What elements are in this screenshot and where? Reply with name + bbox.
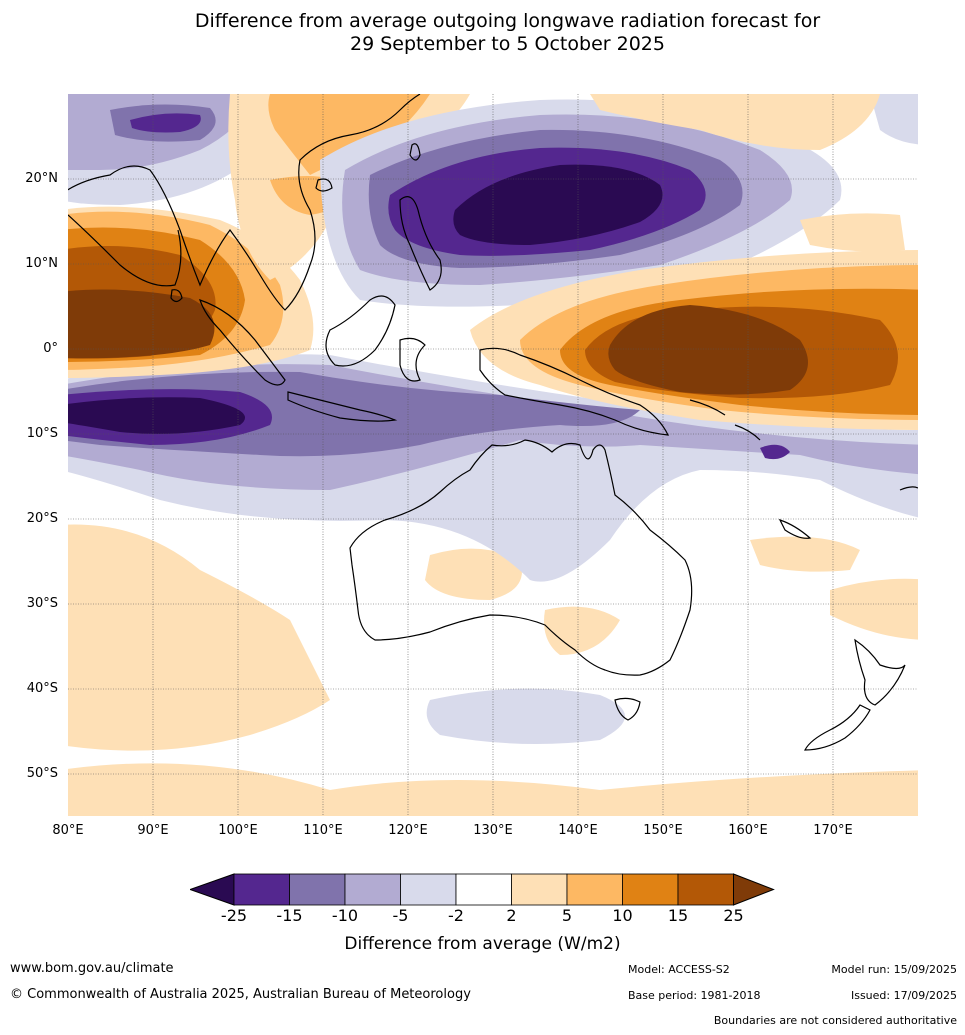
colorbar-tick-label: -5 [392, 906, 409, 925]
solomon-islands-coastline [689, 399, 761, 441]
south-positive-region [68, 524, 330, 751]
colorbar-tick-label: -15 [276, 906, 303, 925]
colorbar [190, 873, 775, 906]
indian-positive-extreme [68, 289, 215, 359]
colorbar-cell [344, 873, 401, 906]
australia-coastline [349, 439, 693, 676]
sumatra-coastline [199, 299, 286, 386]
graticule [68, 94, 918, 816]
colorbar-tick-label: 5 [561, 906, 573, 925]
footer-disclaimer: Boundaries are not considered authoritat… [713, 1014, 957, 1027]
south-negative-patch [426, 688, 625, 744]
pacific-ne-positive [800, 213, 905, 252]
pacific-positive-top [590, 94, 880, 150]
lat-label-30s: 30°S [26, 596, 58, 611]
australia-positive-a [425, 548, 522, 600]
coastlines [68, 94, 918, 751]
footer-copyright: © Commonwealth of Australia 2025, Austra… [10, 987, 471, 1002]
colorbar-cells [190, 873, 775, 906]
colorbar-tick-label: -10 [331, 906, 359, 925]
colorbar-cell [455, 873, 512, 906]
colorbar-cell [233, 873, 290, 906]
colorbar-cell [511, 873, 568, 906]
fiji-coastline [899, 486, 918, 491]
footer-issued: Issued: 17/09/2025 [850, 989, 957, 1002]
east-positive [830, 578, 918, 640]
lon-label-110e: 110°E [303, 823, 343, 838]
sulawesi-coastline [399, 337, 426, 382]
colorbar-cell [677, 873, 734, 906]
lon-label-80e: 80°E [52, 823, 84, 838]
colorbar-cell [400, 873, 457, 906]
colorbar-tick-label: -2 [448, 906, 464, 925]
lat-label-20s: 20°S [26, 511, 58, 526]
sri-lanka-coastline [170, 289, 183, 303]
lat-label-40s: 40°S [26, 681, 58, 696]
colorbar-cell [289, 873, 346, 906]
philippines-coastline [399, 196, 442, 291]
lon-label-150e: 150°E [643, 823, 683, 838]
nz-south-coastline [804, 704, 871, 751]
colorbar-cell [622, 873, 679, 906]
colorbar-cell [566, 873, 623, 906]
tasmania-coastline [614, 697, 641, 721]
lon-label-170e: 170°E [813, 823, 853, 838]
borneo-coastline [325, 295, 396, 367]
taiwan-coastline [409, 143, 421, 161]
anomaly-fields [68, 94, 918, 816]
lat-label-10n: 10°N [25, 256, 58, 271]
coral-sea-negative [760, 444, 790, 460]
footer-model: Model: ACCESS-S2 [628, 963, 730, 976]
colorbar-tick-label: 10 [612, 906, 633, 925]
lon-label-160e: 160°E [728, 823, 768, 838]
footer-base-period: Base period: 1981-2018 [628, 989, 761, 1002]
colorbar-tick-label: 2 [506, 906, 517, 925]
footer-model-run: Model run: 15/09/2025 [831, 963, 957, 976]
colorbar-tick-label: 25 [723, 906, 744, 925]
lon-label-130e: 130°E [473, 823, 513, 838]
sea-positive-mid [268, 94, 430, 175]
pacific-ne-negative [870, 94, 918, 145]
colorbar-tick-label: 15 [667, 906, 689, 925]
olr-anomaly-map [68, 94, 918, 816]
lat-label-50s: 50°S [26, 766, 58, 781]
pacific-positive-extreme [608, 305, 808, 395]
colorbar-tick-label: -25 [220, 906, 248, 925]
lat-label-20n: 20°N [25, 171, 58, 186]
footer-website: www.bom.gov.au/climate [10, 961, 174, 976]
tropical-south-negative-extreme [68, 397, 245, 434]
asia-mainland-coastline [68, 94, 421, 311]
new-caledonia-coastline [778, 518, 812, 539]
nz-north-coastline [854, 638, 906, 706]
pacific-north-negative-extreme [453, 164, 663, 245]
colorbar-arrow-min [190, 873, 235, 906]
lon-label-100e: 100°E [218, 823, 258, 838]
lon-label-90e: 90°E [137, 823, 169, 838]
lon-label-140e: 140°E [558, 823, 598, 838]
tasman-positive [750, 536, 860, 572]
australia-positive-b [544, 606, 620, 655]
lon-label-120e: 120°E [388, 823, 428, 838]
colorbar-arrow-max [733, 873, 775, 906]
new-guinea-coastline [479, 347, 669, 436]
lat-label-10s: 10°S [26, 426, 58, 441]
hainan-coastline [315, 178, 333, 192]
title-line-2: 29 September to 5 October 2025 [350, 33, 665, 55]
title-line-1: Difference from average outgoing longwav… [194, 10, 821, 32]
india-coastline [68, 214, 182, 287]
java-coastline [287, 391, 398, 422]
chart-title: Difference from average outgoing longwav… [0, 10, 965, 56]
colorbar-label: Difference from average (W/m2) [344, 934, 621, 954]
nw-negative-strong [130, 113, 201, 133]
lat-label-0: 0° [43, 341, 58, 356]
